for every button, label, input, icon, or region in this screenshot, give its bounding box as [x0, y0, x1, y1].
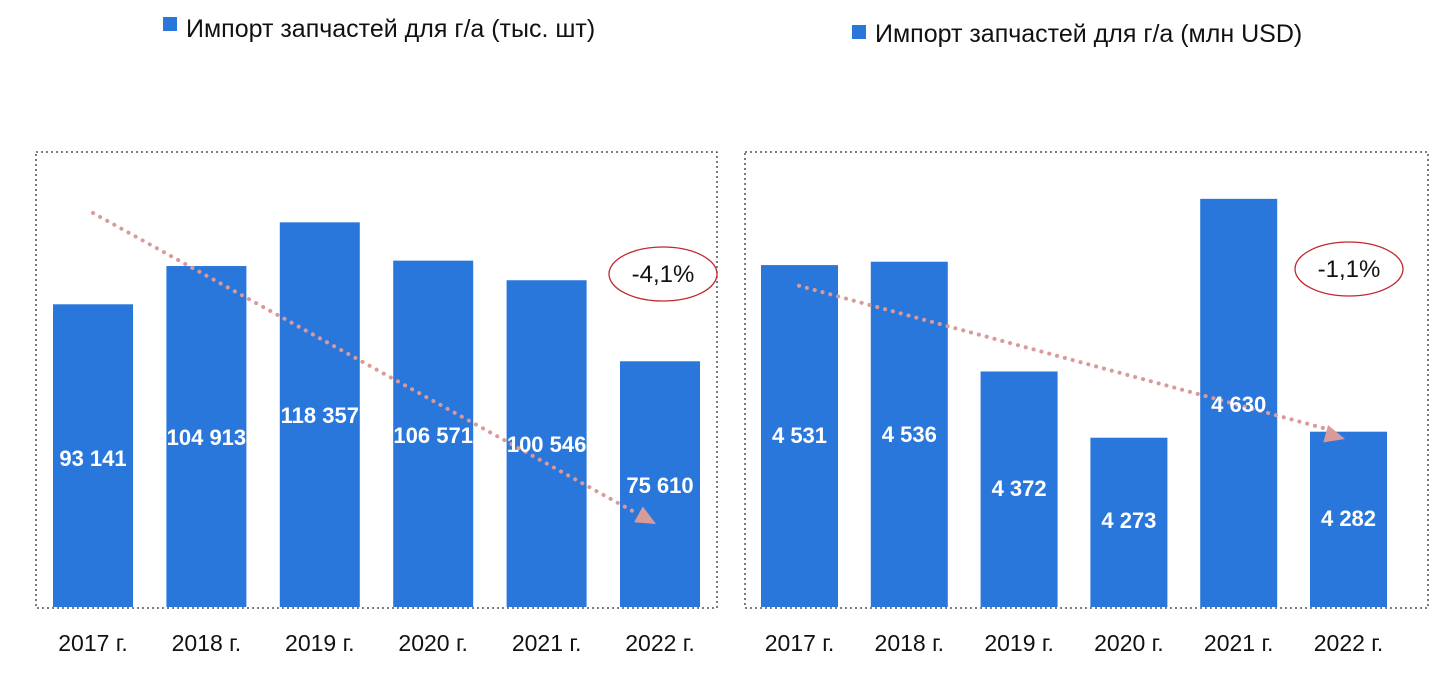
bar	[1090, 437, 1168, 607]
bar	[166, 266, 247, 607]
bar	[761, 265, 838, 607]
x-tick-label: 2018 г.	[172, 630, 242, 656]
x-tick-label: 2017 г.	[765, 630, 835, 656]
bar-value-label: 75 610	[626, 473, 693, 498]
legend-label: Импорт запчастей для г/а (тыс. шт)	[186, 15, 595, 43]
cagr-label: -1,1%	[1318, 256, 1381, 283]
bar-value-label: 4 282	[1321, 506, 1376, 531]
bar	[620, 361, 700, 607]
plot-frame	[35, 151, 718, 609]
x-tick-label: 2021 г.	[1204, 630, 1274, 656]
bar	[53, 304, 133, 607]
bar	[980, 371, 1058, 607]
legend-swatch	[163, 17, 177, 31]
bar-value-label: 4 273	[1101, 508, 1156, 533]
bar	[279, 222, 360, 607]
bar	[1200, 198, 1278, 607]
trend-line	[91, 211, 656, 524]
bar-value-labels: 93 141 104 913 118 357 106 571 100 546 75 610	[59, 403, 693, 498]
x-tick-label: 2017 г.	[58, 630, 128, 656]
bar-value-labels: 4 531 4 536 4 372 4 273 4 630 4 282	[772, 392, 1376, 533]
bar-value-label: 4 630	[1211, 392, 1266, 417]
x-tick-label: 2018 г.	[875, 630, 945, 656]
x-tick-label: 2020 г.	[398, 630, 468, 656]
trend-line	[797, 283, 1345, 443]
bar-value-label: 106 571	[393, 423, 473, 448]
bar-value-label: 4 372	[992, 476, 1047, 501]
x-tick-label: 2019 г.	[984, 630, 1054, 656]
cagr-ellipse	[1294, 241, 1404, 297]
bar-value-label: 4 536	[882, 422, 937, 447]
cagr-label: -4,1%	[632, 261, 695, 288]
x-tick-label: 2020 г.	[1094, 630, 1164, 656]
bar	[393, 260, 474, 607]
x-axis-ticks: 2017 г. 2018 г. 2019 г. 2020 г. 2021 г. 2022 …	[765, 630, 1384, 656]
bars	[761, 198, 1387, 607]
bars	[53, 222, 700, 607]
bar	[1310, 431, 1387, 607]
chart-left-svg: Импорт запчастей для г/а (тыс. шт) 93 14…	[35, 15, 718, 656]
plot-frame	[744, 151, 1429, 609]
legend: Импорт запчастей для г/а (млн USD)	[852, 20, 1302, 48]
cagr-badge: -4,1%	[608, 246, 718, 302]
chart-left: Импорт запчастей для г/а (тыс. шт) 93 14…	[0, 0, 724, 681]
cagr-badge: -1,1%	[1294, 241, 1404, 297]
cagr-ellipse	[608, 246, 718, 302]
bar-value-label: 104 913	[167, 425, 247, 450]
bar-value-label: 118 357	[281, 403, 359, 428]
bar-value-label: 100 546	[507, 432, 587, 457]
trend-arrowhead	[1323, 425, 1345, 443]
chart-right-svg: Импорт запчастей для г/а (млн USD) 4 531…	[744, 20, 1429, 656]
chart-right: Импорт запчастей для г/а (млн USD) 4 531…	[724, 0, 1449, 681]
x-axis-ticks: 2017 г. 2018 г. 2019 г. 2020 г. 2021 г. 2022 …	[58, 630, 695, 656]
legend: Импорт запчастей для г/а (тыс. шт)	[163, 15, 595, 43]
trend-arrowhead	[634, 506, 656, 524]
bar-value-label: 93 141	[59, 446, 126, 471]
bar-value-label: 4 531	[772, 423, 827, 448]
legend-swatch	[852, 25, 866, 39]
x-tick-label: 2022 г.	[625, 630, 695, 656]
trend-line-path	[91, 211, 640, 516]
trend-line-path	[797, 283, 1329, 432]
x-tick-label: 2019 г.	[285, 630, 355, 656]
x-tick-label: 2022 г.	[1314, 630, 1384, 656]
bar	[870, 261, 948, 607]
legend-label: Импорт запчастей для г/а (млн USD)	[875, 20, 1302, 48]
x-tick-label: 2021 г.	[512, 630, 582, 656]
bar	[506, 280, 587, 607]
